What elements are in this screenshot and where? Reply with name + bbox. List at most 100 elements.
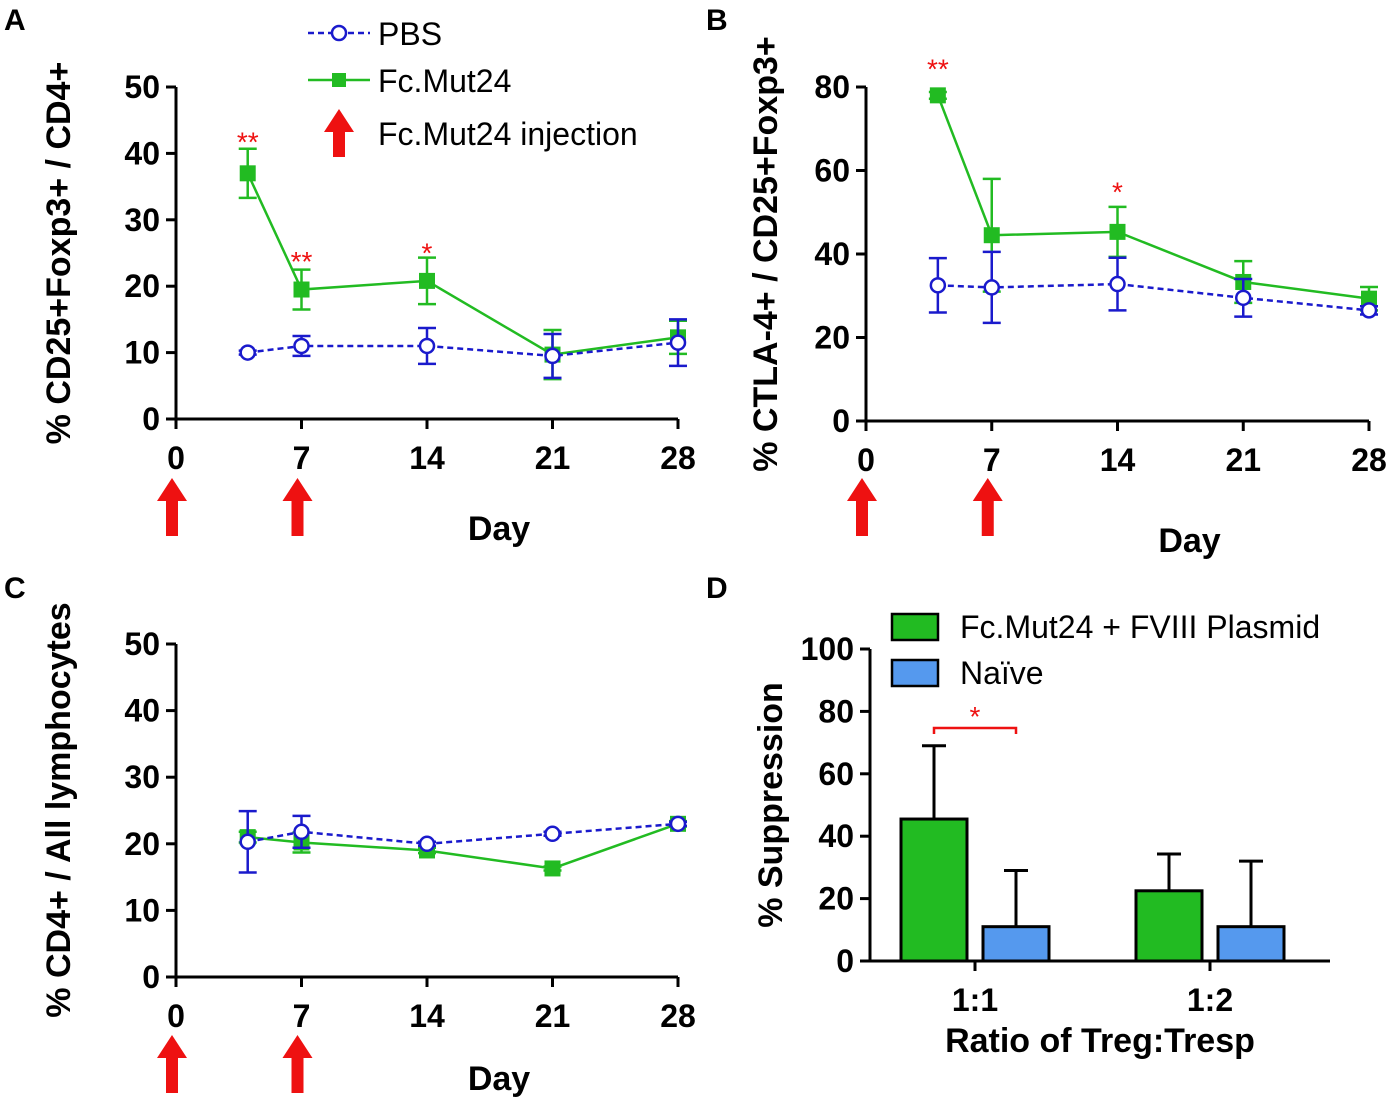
significance-marker: * — [1112, 176, 1123, 207]
injection-arrow-icon — [157, 1035, 187, 1093]
y-tick-label: 60 — [814, 153, 850, 189]
pbs-point — [239, 344, 256, 361]
pbs-series-line — [247, 822, 679, 846]
legend-d: Fc.Mut24 + FVIII Plasmid Naïve — [890, 609, 1320, 691]
injection-arrow-icon — [282, 478, 313, 536]
y-tick-label: 30 — [124, 202, 160, 238]
x-tick-label: 1:2 — [1187, 982, 1233, 1018]
x-tick-label: 28 — [1351, 442, 1387, 478]
panel-letter-d: D — [706, 572, 728, 605]
x-tick-label: 28 — [660, 998, 696, 1034]
y-tick-label: 0 — [832, 403, 850, 439]
y-tick-label: 30 — [124, 759, 160, 795]
panel-letter-b: B — [706, 4, 728, 37]
fc-mut24-point — [419, 272, 435, 289]
y-tick-label: 40 — [814, 236, 850, 272]
y-tick-label: 40 — [124, 693, 160, 729]
y-tick-label: 0 — [142, 401, 160, 437]
x-axis-label: Day — [468, 1060, 530, 1098]
injection-arrow-icon — [157, 478, 187, 536]
pbs-point — [418, 337, 436, 355]
x-tick-label: 0 — [167, 998, 185, 1034]
fc-mut24-series-line — [936, 94, 1370, 300]
y-axis-label: % CD4+ / All lymphocytes — [40, 602, 78, 1017]
y-tick-label: 0 — [836, 943, 854, 979]
y-tick-label: 20 — [818, 881, 854, 917]
pbs-point — [544, 347, 561, 365]
x-tick-label: 0 — [167, 440, 185, 476]
panel-d-plot: 0 20 40 60 80 100 1:1 1:2 * Ratio of Treg:Tresp % … — [752, 631, 1330, 1060]
pbs-point — [1235, 289, 1252, 307]
y-tick-label: 0 — [142, 959, 160, 995]
injection-arrow-icon — [847, 478, 877, 536]
panel-letter-c: C — [4, 572, 26, 605]
pbs-point — [983, 279, 1000, 296]
fc-mut24-point — [1109, 223, 1126, 240]
y-tick-label: 20 — [124, 268, 160, 304]
fc-mut24-point — [1361, 290, 1377, 307]
pbs-point — [669, 334, 687, 351]
pbs-series-line — [937, 282, 1370, 312]
y-tick-label: 40 — [124, 135, 160, 171]
legend-fc-label: Fc.Mut24 — [378, 63, 511, 99]
legend-d-fc-swatch — [890, 612, 940, 642]
x-tick-label: 14 — [409, 998, 445, 1034]
significance-marker: ** — [237, 126, 259, 157]
legend-pbs-label: PBS — [378, 16, 442, 52]
injection-arrow-icon — [282, 1035, 313, 1093]
panel-b-plot: 0 20 40 60 80 0 7 14 21 28 Day % CTLA-4+ / CD25+Fox… — [747, 36, 1387, 560]
pbs-point — [1360, 302, 1378, 319]
bar-fc-mut24 — [1134, 889, 1204, 963]
x-axis-label: Day — [468, 510, 530, 548]
x-axis-label: Ratio of Treg:Tresp — [945, 1022, 1255, 1060]
x-tick-label: 0 — [857, 442, 875, 478]
y-axis-label: % Suppression — [752, 682, 790, 928]
x-tick-label: 28 — [660, 440, 696, 476]
y-tick-label: 60 — [818, 756, 854, 792]
pbs-point — [544, 825, 561, 843]
significance-marker: ** — [291, 246, 313, 277]
legend-arrow-icon — [324, 109, 354, 157]
y-tick-label: 80 — [818, 693, 854, 729]
legend-d-naive-label: Naïve — [960, 655, 1044, 691]
pbs-point — [929, 277, 947, 294]
y-tick-label: 10 — [124, 892, 160, 928]
pbs-point — [418, 835, 436, 853]
y-tick-label: 40 — [818, 818, 854, 854]
pbs-point — [1109, 275, 1126, 293]
significance-bracket — [932, 726, 1018, 734]
legend-d-naive-swatch — [890, 658, 940, 688]
fc-mut24-point — [544, 860, 561, 877]
pbs-point — [293, 823, 310, 841]
legend-pbs-marker — [330, 24, 348, 42]
bar-naive — [981, 925, 1051, 963]
y-tick-label: 20 — [124, 826, 160, 862]
fc-mut24-point — [293, 281, 310, 298]
x-tick-label: 7 — [983, 442, 1001, 478]
x-tick-label: 21 — [535, 998, 571, 1034]
significance-marker: * — [422, 237, 433, 268]
legend-fc-marker — [332, 73, 346, 87]
legend-arrow-label: Fc.Mut24 injection — [378, 116, 638, 152]
significance-marker: * — [970, 701, 981, 732]
x-tick-label: 21 — [1225, 442, 1261, 478]
y-tick-label: 50 — [124, 69, 160, 105]
y-tick-label: 80 — [814, 69, 850, 105]
x-tick-label: 21 — [535, 440, 571, 476]
pbs-point — [293, 337, 310, 355]
y-tick-label: 20 — [814, 320, 850, 356]
fc-mut24-point — [239, 165, 256, 182]
pbs-series-line — [247, 341, 679, 358]
pbs-point — [669, 815, 687, 833]
y-tick-label: 50 — [124, 626, 160, 662]
injection-arrow-icon — [972, 478, 1003, 536]
y-axis-label: % CTLA-4+ / CD25+Foxp3+ — [747, 36, 785, 472]
fc-mut24-series-line — [247, 822, 679, 870]
significance-marker: ** — [927, 53, 949, 84]
pbs-point — [239, 833, 256, 851]
panel-a-plot: 0 10 20 30 40 50 0 7 14 21 28 Day % CD25+Foxp3+ / CD… — [40, 62, 696, 548]
x-tick-label: 7 — [293, 998, 311, 1034]
y-tick-label: 10 — [124, 335, 160, 371]
y-tick-label: 100 — [801, 631, 854, 667]
